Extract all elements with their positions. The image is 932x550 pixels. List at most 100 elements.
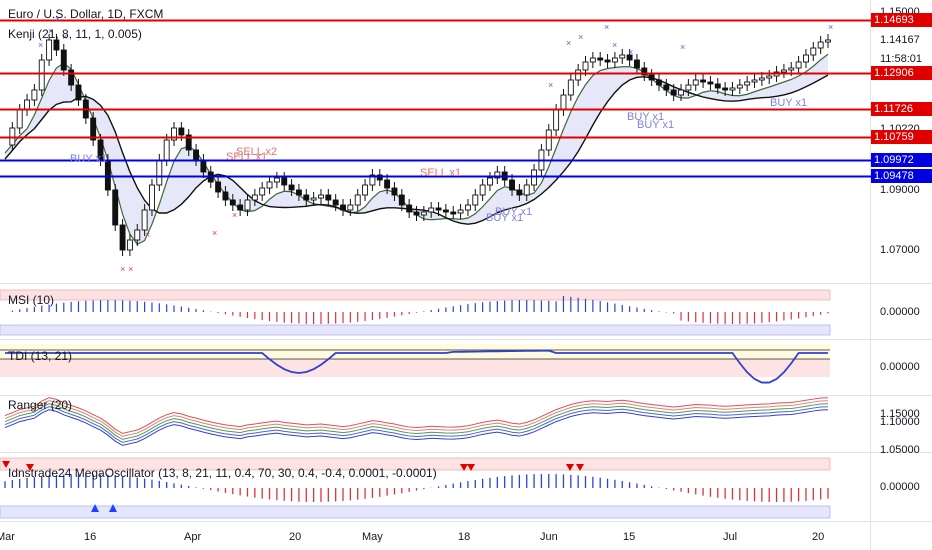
price-tag[interactable]: 1.09972 [871, 153, 932, 167]
candle [619, 54, 626, 59]
candle [685, 84, 692, 91]
ranger-axis-label: 1.10000 [880, 416, 920, 428]
candle [457, 209, 464, 214]
candle [53, 39, 60, 51]
candle [406, 204, 413, 213]
candle [273, 177, 280, 183]
mega-oscillator-label[interactable]: Idnstrade24 MegaOscillator (13, 8, 21, 1… [8, 466, 437, 480]
candle [803, 54, 809, 63]
signal-label: SELL x2 [236, 146, 277, 158]
candle [736, 84, 743, 89]
kenji-indicator-label[interactable]: Kenji (21, 8, 11, 1, 0.005) [8, 27, 142, 41]
candle [479, 184, 486, 196]
candle [729, 87, 736, 91]
price-axis-label: 1.07000 [880, 244, 920, 256]
candle [692, 79, 699, 86]
down-arrow-icon [460, 464, 468, 471]
x-marker-icon: × [566, 38, 571, 48]
ranger-axis-label: 1.05000 [880, 444, 920, 456]
up-arrow-icon [109, 504, 117, 512]
candle [560, 94, 567, 111]
msi-indicator-label[interactable]: MSI (10) [8, 293, 55, 307]
price-tag[interactable]: 1.14693 [871, 13, 932, 27]
price-axis-label: 1.09000 [880, 184, 920, 196]
candle [678, 89, 684, 96]
price-tag[interactable]: 1.09478 [871, 169, 932, 183]
price-tag[interactable]: 1.12906 [871, 66, 932, 80]
candle [604, 59, 611, 63]
candle [178, 127, 185, 136]
candle [384, 179, 391, 189]
candle [648, 74, 655, 81]
candle [295, 189, 302, 196]
candle [567, 79, 574, 96]
date-axis-label: 15 [623, 531, 636, 543]
ranger-axis-label: 1.15000 [880, 408, 920, 420]
msi-axis-label: 0.00000 [880, 306, 920, 318]
ranger-line [4, 403, 829, 440]
candle [266, 181, 273, 189]
price-axis-label: 1.14167 [880, 34, 920, 46]
ranger-line [4, 409, 829, 446]
candle [200, 159, 207, 173]
candle [788, 67, 795, 71]
candle [780, 69, 787, 73]
candle [141, 209, 148, 231]
candle [229, 199, 236, 206]
candle [722, 87, 729, 91]
date-axis-label: Apr [184, 531, 202, 543]
candle [16, 109, 23, 129]
candle [251, 194, 258, 201]
date-axis-label: 20 [812, 531, 825, 543]
candle [369, 174, 376, 186]
candle [60, 49, 67, 71]
candle [38, 59, 45, 91]
signal-label: BUY x1 [637, 119, 674, 131]
ranger-pane [4, 397, 829, 446]
level-lines[interactable] [0, 19, 871, 178]
signal-label: SELL x1 [226, 151, 267, 163]
candle [714, 83, 721, 89]
candle [597, 57, 604, 61]
price-tag[interactable]: 1.11726 [871, 102, 932, 116]
candle [193, 149, 200, 161]
x-marker-icon: × [55, 14, 60, 24]
date-axis-label: Jul [723, 531, 738, 543]
candle [288, 184, 295, 191]
candle [545, 129, 552, 151]
countdown-label: 11:58:01 [880, 53, 923, 65]
date-axis-label: 16 [84, 531, 97, 543]
ranger-line [4, 400, 829, 437]
candle [134, 229, 141, 241]
date-axis-label: Mar [0, 531, 15, 543]
candle [413, 211, 420, 216]
candle [553, 109, 560, 131]
candle [332, 199, 339, 206]
x-marker-icon: × [828, 22, 833, 32]
signal-label: BUY x1 [486, 212, 523, 224]
candle [494, 171, 501, 179]
candle [766, 75, 773, 79]
candle [347, 204, 354, 211]
candle [149, 184, 155, 211]
tdi-indicator-label[interactable]: TDI (13, 21) [8, 349, 73, 363]
signal-label: BUY x1 [770, 97, 807, 109]
candle [244, 199, 251, 211]
signal-label: BUY x1 [627, 111, 664, 123]
ranger-line [4, 397, 829, 434]
candle [126, 239, 133, 251]
chart-title[interactable]: Euro / U.S. Dollar, 1D, FXCM [8, 7, 164, 21]
candle [670, 89, 677, 96]
down-arrow-icon [576, 464, 584, 471]
ranger-indicator-label[interactable]: Ranger (20) [8, 398, 73, 412]
candlestick-series[interactable] [9, 34, 831, 256]
x-marker-icon: × [48, 26, 53, 36]
price-tag[interactable]: 1.10759 [871, 130, 932, 144]
tdi-pane [0, 344, 830, 384]
candle [435, 207, 442, 211]
candle [656, 79, 662, 86]
candle [464, 204, 471, 211]
x-marker-icon: × [38, 40, 43, 50]
signal-label: BUY x1 [495, 206, 532, 218]
